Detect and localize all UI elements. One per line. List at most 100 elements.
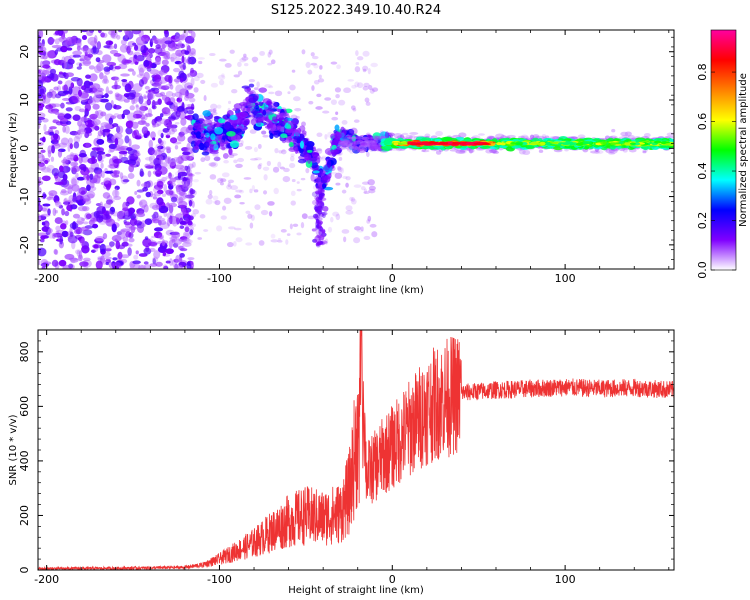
heatmap-cell: [72, 54, 81, 58]
heatmap-cell: [174, 121, 180, 125]
heatmap-cell: [273, 187, 279, 195]
heatmap-cell: [164, 156, 172, 164]
heatmap-cell: [321, 233, 326, 238]
heatmap-cell: [605, 148, 615, 154]
heatmap-cell: [87, 157, 98, 164]
heatmap-cell: [61, 208, 65, 216]
heatmap-cell: [187, 172, 193, 180]
heatmap-cell: [288, 147, 297, 152]
heatmap-cell: [238, 120, 246, 128]
heatmap-cell: [114, 65, 122, 70]
heatmap-cell: [624, 131, 632, 137]
heatmap-cell: [103, 122, 113, 130]
heatmap-cell: [40, 262, 50, 267]
heatmap-cell: [369, 88, 375, 94]
heatmap-cell: [261, 130, 267, 135]
heatmap-cell: [299, 140, 305, 149]
heatmap-cell: [61, 85, 67, 91]
heatmap-cell: [123, 98, 130, 103]
heatmap-cell: [48, 190, 58, 197]
heatmap-cell: [103, 45, 111, 49]
heatmap-cell: [134, 191, 138, 196]
heatmap-cell: [399, 134, 405, 139]
heatmap-cell: [500, 142, 506, 146]
heatmap-cell: [232, 240, 237, 247]
heatmap-cell: [179, 248, 188, 252]
heatmap-cell: [104, 256, 112, 260]
heatmap-cell: [151, 118, 157, 126]
heatmap-cell: [310, 156, 317, 162]
heatmap-cell: [161, 162, 168, 168]
heatmap-cell: [233, 74, 240, 78]
heatmap-cell: [169, 258, 173, 266]
heatmap-cell: [152, 137, 156, 141]
heatmap-cell: [114, 76, 120, 83]
heatmap-cell: [145, 122, 150, 127]
heatmap-cell: [492, 151, 500, 154]
heatmap-cell: [315, 219, 321, 225]
heatmap-cell: [145, 113, 153, 118]
heatmap-cell: [204, 132, 210, 138]
heatmap-cell: [253, 113, 263, 119]
heatmap-cell: [176, 112, 180, 116]
heatmap-cell: [370, 144, 375, 151]
heatmap-cell: [459, 149, 466, 153]
heatmap-cell: [314, 195, 319, 201]
heatmap-cell: [321, 155, 327, 159]
heatmap-cell: [158, 234, 165, 240]
heatmap-cell: [133, 129, 140, 137]
heatmap-cell: [185, 85, 192, 90]
heatmap-cell: [234, 227, 242, 231]
heatmap-cell: [86, 193, 95, 199]
heatmap-cell: [174, 238, 183, 245]
heatmap-cell: [319, 157, 327, 161]
heatmap-cell: [316, 147, 323, 154]
heatmap-cell: [235, 237, 243, 243]
heatmap-cell: [82, 59, 92, 67]
heatmap-cell: [178, 53, 183, 57]
heatmap-cell: [79, 94, 89, 103]
heatmap-cell: [330, 99, 337, 105]
heatmap-cell: [402, 132, 409, 136]
heatmap-cell: [184, 217, 189, 223]
heatmap-cell: [365, 101, 371, 106]
heatmap-cell: [318, 74, 322, 79]
heatmap-cell: [267, 101, 273, 106]
heatmap-cell: [341, 120, 348, 125]
heatmap-cell: [370, 145, 379, 150]
heatmap-cell: [189, 226, 195, 231]
heatmap-cell: [136, 225, 143, 229]
heatmap-cell: [153, 231, 163, 239]
heatmap-cell: [529, 141, 539, 146]
heatmap-cell: [381, 145, 392, 151]
heatmap-cell: [61, 230, 69, 238]
heatmap-cell: [45, 104, 54, 110]
heatmap-cell: [184, 50, 190, 55]
heatmap-cell: [77, 254, 83, 262]
heatmap-cell: [75, 249, 82, 255]
heatmap-cell: [220, 215, 227, 220]
heatmap-cell: [160, 140, 167, 146]
heatmap-cell: [321, 228, 326, 234]
heatmap-cell: [164, 40, 173, 45]
heatmap-cell: [622, 149, 628, 153]
heatmap-cell: [435, 130, 443, 137]
heatmap-cell: [203, 118, 213, 127]
heatmap-cell: [351, 135, 357, 142]
heatmap-cell: [100, 162, 104, 169]
heatmap-cell: [209, 174, 217, 180]
heatmap-cell: [121, 241, 129, 247]
heatmap-cell: [352, 136, 362, 140]
heatmap-cell: [192, 178, 199, 183]
heatmap-cell: [235, 163, 243, 169]
heatmap-cell: [214, 127, 224, 135]
heatmap-cell: [79, 117, 89, 122]
heatmap-cell: [99, 72, 104, 80]
heatmap-cell: [342, 135, 350, 140]
heatmap-cell: [135, 250, 139, 255]
heatmap-cell: [264, 125, 273, 129]
heatmap-cell: [113, 195, 122, 201]
heatmap-cell: [72, 99, 81, 103]
heatmap-cell: [208, 143, 219, 150]
heatmap-cell: [262, 109, 267, 116]
